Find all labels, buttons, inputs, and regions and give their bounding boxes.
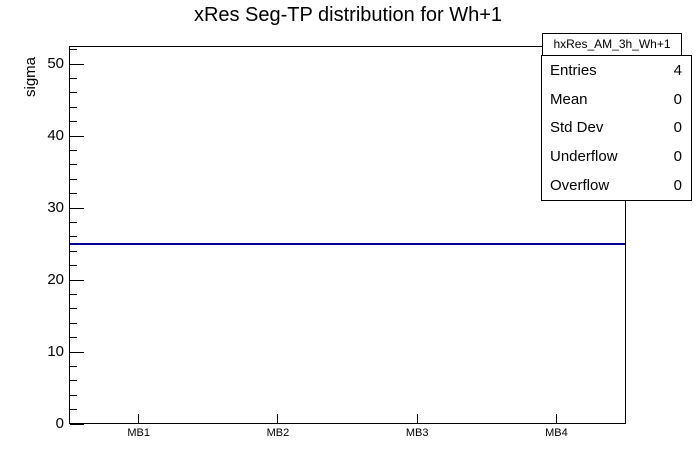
plot-frame [69,46,626,424]
stats-row-value: 0 [673,148,682,166]
x-bin-tick [277,414,279,424]
y-minor-tick [70,380,77,382]
y-minor-tick [70,236,77,238]
y-minor-tick [70,265,77,267]
histogram-line [208,243,348,245]
y-minor-tick [70,121,77,123]
stats-row-value: 4 [673,61,682,79]
chart-title: xRes Seg-TP distribution for Wh+1 [193,4,503,26]
y-minor-tick [70,92,77,94]
x-bin-label: MB4 [545,427,568,439]
y-minor-tick [70,365,77,367]
y-tick-label: 30 [47,199,64,216]
y-major-tick [70,63,84,65]
stats-box-title: hxRes_AM_3h_Wh+1 [542,33,682,56]
x-bin-label: MB1 [127,427,150,439]
stats-box: Entries 4 Mean 0 Std Dev 0 Underflow 0 Overflow 0 [541,55,692,201]
stats-row-label: Std Dev [550,119,604,137]
y-minor-tick [70,322,77,324]
x-bin-label: MB3 [405,427,429,439]
y-tick-label: 50 [47,55,64,72]
histogram-line [70,243,209,245]
y-tick-label: 20 [47,271,64,288]
y-tick-label: 0 [55,415,64,432]
x-bin-tick [138,414,140,424]
y-minor-tick [70,164,77,166]
y-minor-tick [70,178,77,180]
y-minor-tick [70,106,77,108]
stats-row-label: Underflow [550,148,618,166]
y-tick-label: 40 [47,127,64,144]
x-bin-tick [416,414,418,424]
stats-row: Std Dev 0 [542,114,691,143]
stats-row-value: 0 [673,119,682,137]
stats-row-label: Mean [550,90,588,108]
stats-row: Mean 0 [542,85,691,114]
stats-row-value: 0 [673,90,682,108]
y-minor-tick [70,193,77,195]
y-major-tick [70,423,84,425]
y-minor-tick [70,293,77,295]
y-minor-tick [70,250,77,252]
y-tick-label: 10 [47,343,64,360]
y-major-tick [70,135,84,137]
y-minor-tick [70,77,77,79]
y-minor-tick [70,308,77,310]
stats-row: Entries 4 [542,56,691,85]
y-minor-tick [70,49,77,51]
y-major-tick [70,279,84,281]
y-minor-tick [70,221,77,223]
y-major-tick [70,207,84,209]
x-bin-label: MB2 [266,427,290,439]
stats-row-label: Overflow [550,177,610,195]
stats-row-value: 0 [673,177,682,195]
x-bin-tick [555,414,557,424]
histogram-line [486,243,625,245]
histogram-line [347,243,487,245]
y-minor-tick [70,149,77,151]
stats-row: Underflow 0 [542,142,691,171]
stats-row-label: Entries [550,61,597,79]
stats-row: Overflow 0 [542,171,691,200]
y-minor-tick [70,409,77,411]
y-major-tick [70,351,84,353]
y-minor-tick [70,394,77,396]
y-minor-tick [70,337,77,339]
